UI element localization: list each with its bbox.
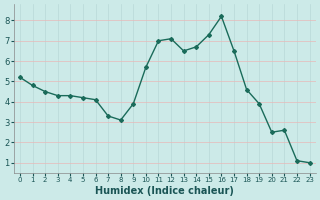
X-axis label: Humidex (Indice chaleur): Humidex (Indice chaleur) [95, 186, 234, 196]
